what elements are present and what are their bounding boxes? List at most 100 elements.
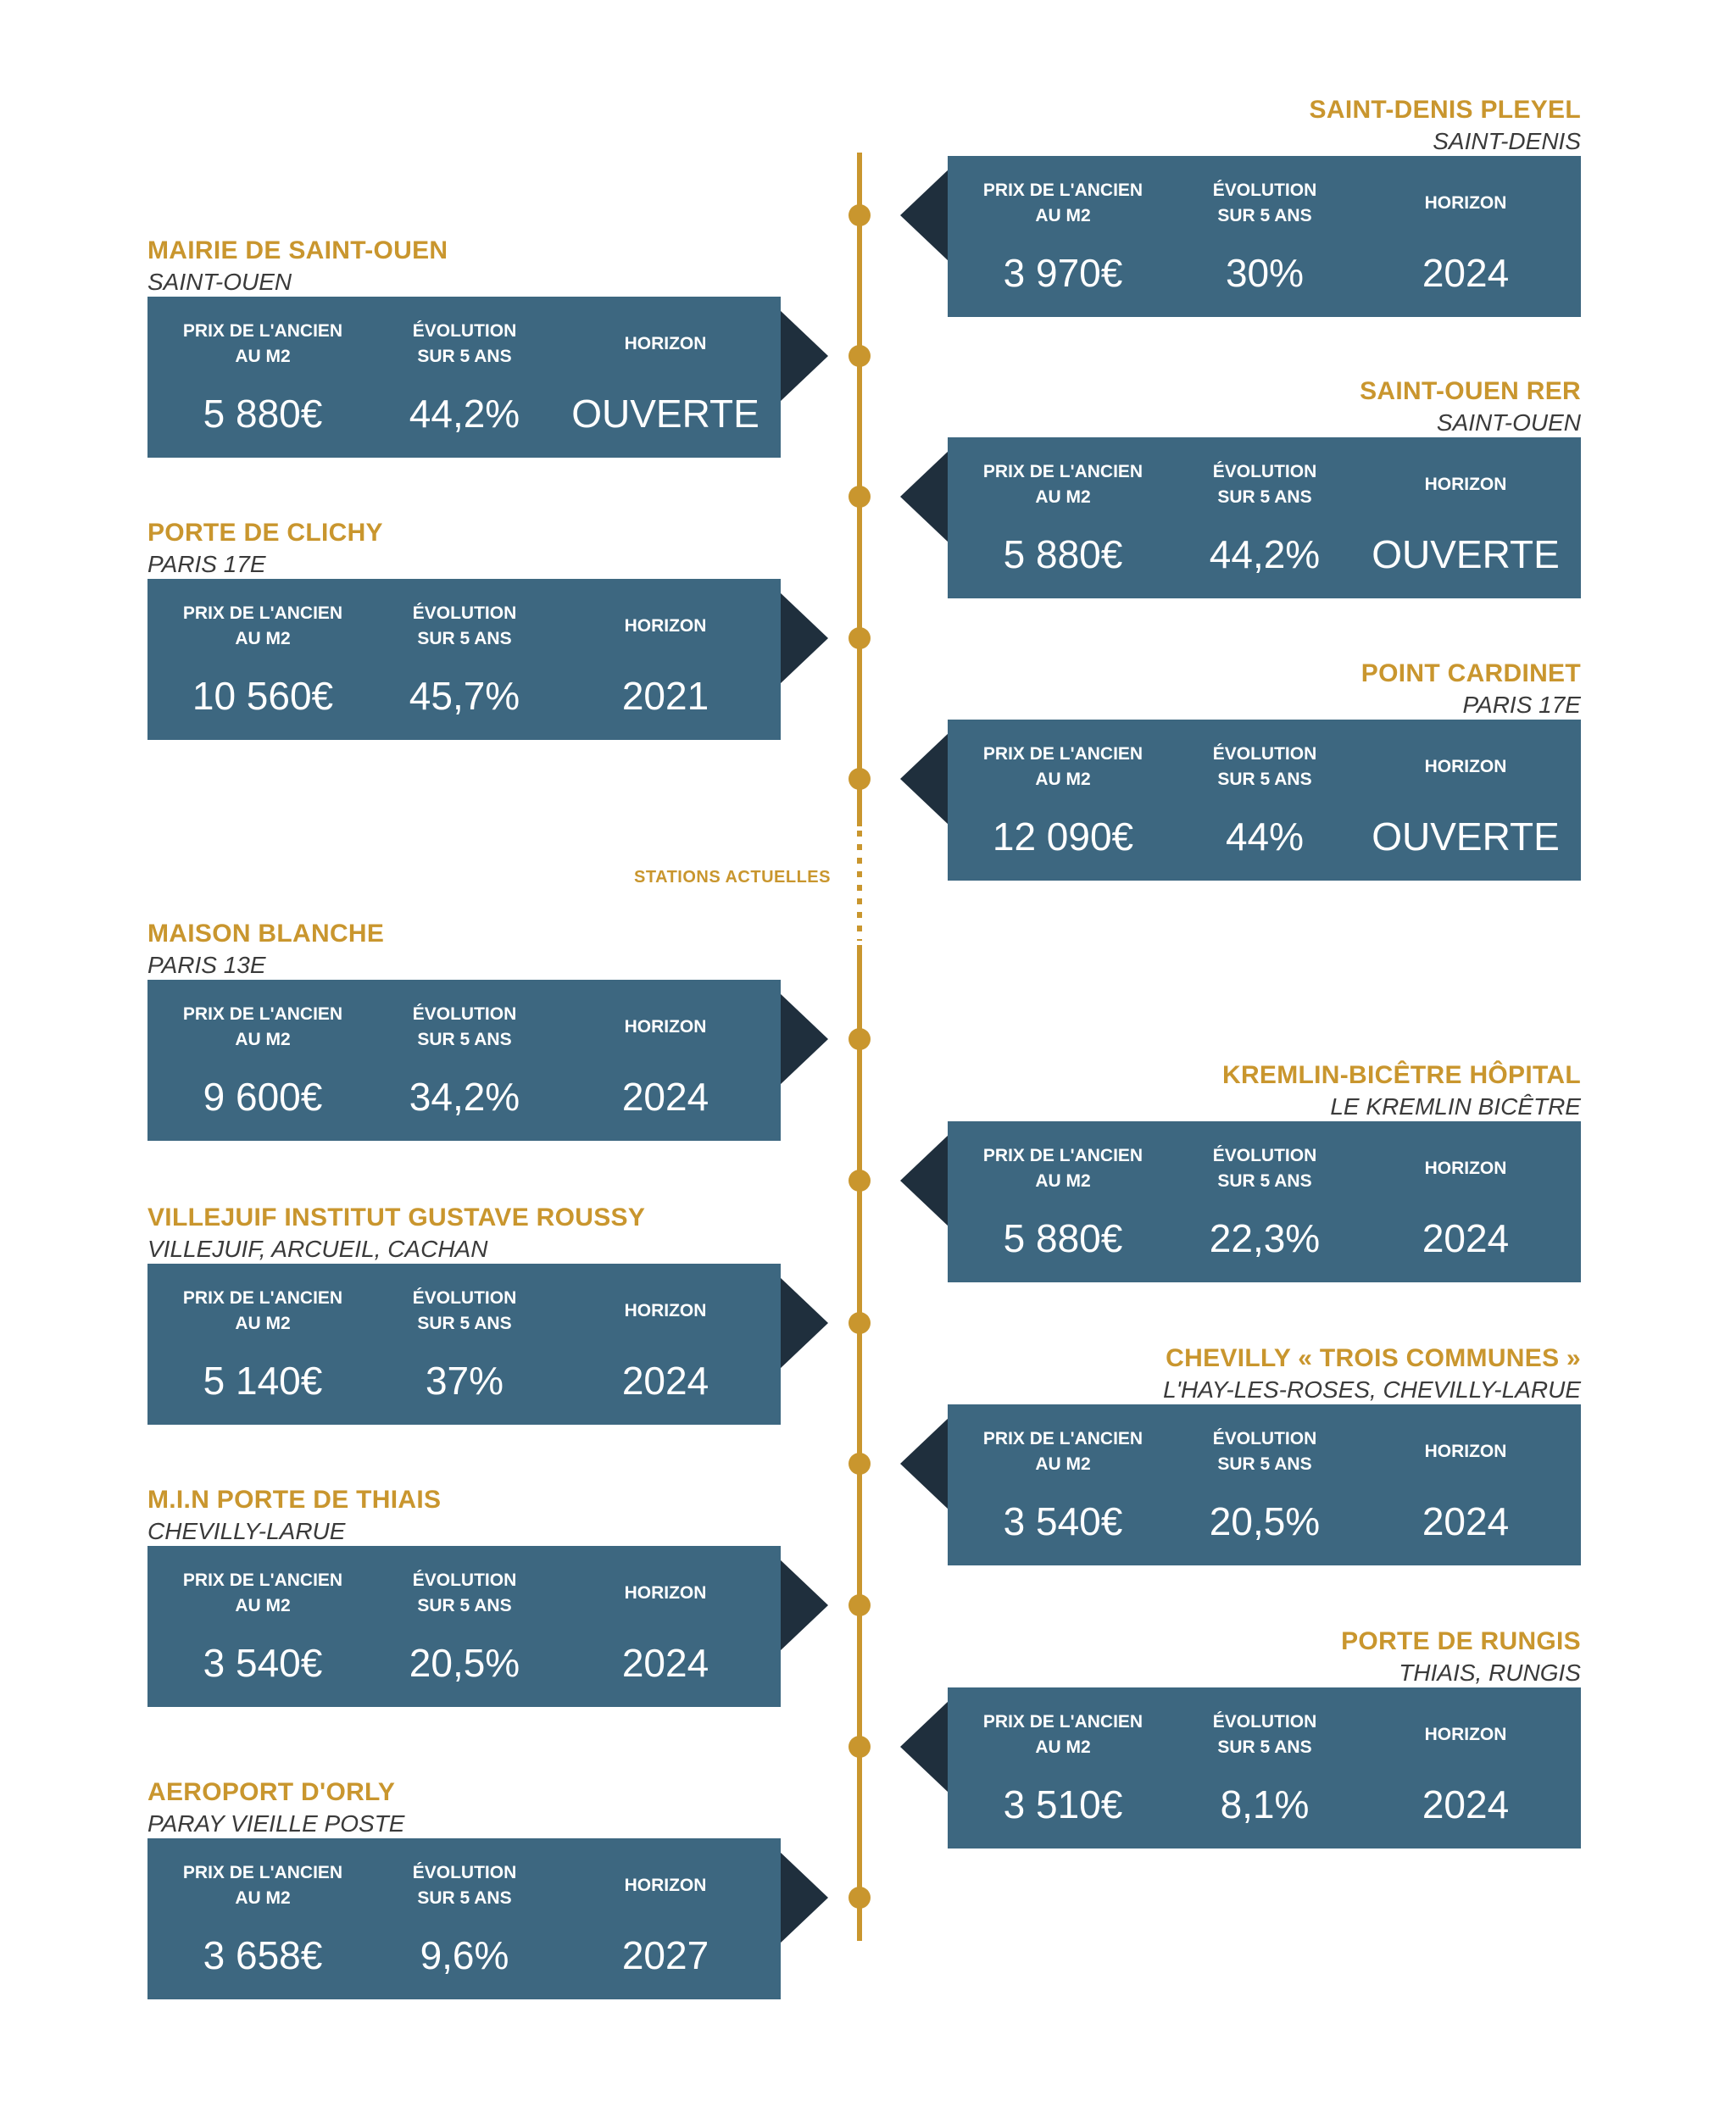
- station-card: PRIX DE L'ANCIEN AU M2 5 880€ ÉVOLUTION SU…: [948, 437, 1581, 598]
- evolution-label: ÉVOLUTION SUR 5 ANS: [412, 603, 517, 648]
- price-label: PRIX DE L'ANCIEN AU M2: [982, 744, 1143, 789]
- horizon-label: HORIZON: [624, 1301, 707, 1320]
- horizon-column: HORIZON OUVERTE: [564, 297, 767, 437]
- station-block: KREMLIN-BICÊTRE HÔPITAL LE KREMLIN BICÊTR…: [948, 1060, 1711, 1282]
- station-card: PRIX DE L'ANCIEN AU M2 3 970€ ÉVOLUTION SU…: [948, 156, 1581, 317]
- station-city: PARIS 17E: [1462, 692, 1581, 718]
- horizon-value: 2027: [621, 1933, 709, 1977]
- price-value: 3 658€: [203, 1933, 323, 1977]
- station-card: PRIX DE L'ANCIEN AU M2 12 090€ ÉVOLUTION S…: [948, 720, 1581, 881]
- station-block: SAINT-OUEN RER SAINT-OUEN PRIX DE L'ANCIEN…: [948, 376, 1711, 598]
- card-pointer-arrow: [779, 592, 828, 685]
- horizon-column: HORIZON 2027: [564, 1838, 767, 1979]
- horizon-value: 2024: [1422, 1782, 1510, 1826]
- station-block: MAISON BLANCHE PARIS 13E PRIX DE L'ANCIEN …: [147, 919, 910, 1141]
- price-value: 3 540€: [203, 1641, 323, 1685]
- station-block: M.I.N PORTE DE THIAIS CHEVILLY-LARUE PRIX …: [147, 1485, 910, 1707]
- station-card: PRIX DE L'ANCIEN AU M2 5 880€ ÉVOLUTION SU…: [147, 297, 781, 458]
- station-card: PRIX DE L'ANCIEN AU M2 3 510€ ÉVOLUTION SU…: [948, 1687, 1581, 1848]
- card-pointer-arrow: [779, 309, 828, 403]
- price-label: PRIX DE L'ANCIEN AU M2: [982, 1712, 1143, 1757]
- horizon-column: HORIZON OUVERTE: [1364, 720, 1567, 860]
- price-value: 5 880€: [203, 392, 323, 436]
- horizon-value: 2021: [621, 674, 709, 718]
- evolution-column: ÉVOLUTION SUR 5 ANS 20,5%: [363, 1546, 566, 1687]
- station-block: PORTE DE RUNGIS THIAIS, RUNGIS PRIX DE L'A…: [948, 1626, 1711, 1848]
- card-pointer-arrow: [779, 992, 828, 1086]
- horizon-label: HORIZON: [1424, 475, 1507, 494]
- price-value: 5 140€: [203, 1359, 323, 1403]
- card-pointer-arrow: [779, 1276, 828, 1370]
- price-value: 10 560€: [192, 674, 334, 718]
- station-city: THIAIS, RUNGIS: [1399, 1659, 1581, 1686]
- horizon-column: HORIZON OUVERTE: [1364, 437, 1567, 578]
- price-column: PRIX DE L'ANCIEN AU M2 3 540€: [161, 1546, 364, 1687]
- timeline-station-dot: [849, 768, 871, 790]
- horizon-value: 2024: [1422, 251, 1510, 295]
- station-card: PRIX DE L'ANCIEN AU M2 5 140€ ÉVOLUTION SU…: [147, 1264, 781, 1425]
- horizon-value: 2024: [621, 1641, 709, 1685]
- timeline-station-dot: [849, 1312, 871, 1334]
- horizon-column: HORIZON 2024: [1364, 1687, 1567, 1828]
- price-column: PRIX DE L'ANCIEN AU M2 3 510€: [961, 1687, 1165, 1828]
- station-block: POINT CARDINET PARIS 17E PRIX DE L'ANCIEN …: [948, 659, 1711, 881]
- price-column: PRIX DE L'ANCIEN AU M2 10 560€: [161, 579, 364, 720]
- station-card: PRIX DE L'ANCIEN AU M2 10 560€ ÉVOLUTION S…: [147, 579, 781, 740]
- card-pointer-arrow: [900, 732, 949, 826]
- evolution-column: ÉVOLUTION SUR 5 ANS 30%: [1163, 156, 1366, 297]
- station-block: MAIRIE DE SAINT-OUEN SAINT-OUEN PRIX DE L'…: [147, 236, 910, 458]
- price-label: PRIX DE L'ANCIEN AU M2: [182, 1571, 343, 1615]
- station-name: CHEVILLY « TROIS COMMUNES »: [1166, 1344, 1581, 1372]
- evolution-label: ÉVOLUTION SUR 5 ANS: [1212, 1429, 1317, 1474]
- evolution-column: ÉVOLUTION SUR 5 ANS 44%: [1163, 720, 1366, 860]
- horizon-value: OUVERTE: [1372, 532, 1560, 576]
- evolution-column: ÉVOLUTION SUR 5 ANS 44,2%: [1163, 437, 1366, 578]
- card-pointer-arrow: [900, 1700, 949, 1793]
- timeline-station-dot: [849, 1736, 871, 1758]
- evolution-label: ÉVOLUTION SUR 5 ANS: [412, 1863, 517, 1908]
- station-block: SAINT-DENIS PLEYEL SAINT-DENIS PRIX DE L'A…: [948, 95, 1711, 317]
- price-column: PRIX DE L'ANCIEN AU M2 9 600€: [161, 980, 364, 1120]
- horizon-label: HORIZON: [624, 1876, 707, 1895]
- price-value: 3 970€: [1003, 251, 1123, 295]
- station-name: VILLEJUIF INSTITUT GUSTAVE ROUSSY: [147, 1204, 646, 1231]
- station-name: M.I.N PORTE DE THIAIS: [147, 1486, 442, 1514]
- timeline-station-dot: [849, 1170, 871, 1192]
- evolution-label: ÉVOLUTION SUR 5 ANS: [1212, 1146, 1317, 1191]
- timeline-station-dot: [849, 1453, 871, 1475]
- station-city: SAINT-OUEN: [147, 269, 292, 295]
- price-column: PRIX DE L'ANCIEN AU M2 5 880€: [961, 1121, 1165, 1262]
- station-city: PARIS 17E: [147, 551, 266, 577]
- evolution-label: ÉVOLUTION SUR 5 ANS: [412, 321, 517, 366]
- price-label: PRIX DE L'ANCIEN AU M2: [982, 1429, 1143, 1474]
- station-name: PORTE DE CLICHY: [147, 519, 383, 547]
- timeline-station-dot: [849, 486, 871, 508]
- station-card: PRIX DE L'ANCIEN AU M2 3 540€ ÉVOLUTION SU…: [147, 1546, 781, 1707]
- evolution-value: 22,3%: [1209, 1216, 1321, 1260]
- station-city: SAINT-OUEN: [1436, 409, 1581, 436]
- evolution-value: 34,2%: [409, 1075, 520, 1119]
- station-name: KREMLIN-BICÊTRE HÔPITAL: [1222, 1061, 1581, 1089]
- timeline-station-dot: [849, 345, 871, 367]
- timeline-station-dot: [849, 204, 871, 226]
- price-column: PRIX DE L'ANCIEN AU M2 5 140€: [161, 1264, 364, 1404]
- evolution-label: ÉVOLUTION SUR 5 ANS: [1212, 181, 1317, 225]
- evolution-value: 44%: [1225, 814, 1305, 859]
- station-block: AEROPORT D'ORLY PARAY VIEILLE POSTE PRIX D…: [147, 1777, 910, 1999]
- price-column: PRIX DE L'ANCIEN AU M2 5 880€: [161, 297, 364, 437]
- timeline-station-dot: [849, 627, 871, 649]
- station-city: LE KREMLIN BICÊTRE: [1330, 1093, 1581, 1120]
- card-pointer-arrow: [900, 169, 949, 262]
- evolution-label: ÉVOLUTION SUR 5 ANS: [412, 1571, 517, 1615]
- price-value: 12 090€: [992, 814, 1134, 859]
- horizon-value: OUVERTE: [1372, 814, 1560, 859]
- evolution-value: 8,1%: [1220, 1782, 1310, 1826]
- price-column: PRIX DE L'ANCIEN AU M2 3 540€: [961, 1404, 1165, 1545]
- evolution-label: ÉVOLUTION SUR 5 ANS: [1212, 462, 1317, 507]
- station-block: CHEVILLY « TROIS COMMUNES » L'HAY-LES-ROS…: [948, 1343, 1711, 1565]
- horizon-label: HORIZON: [624, 1583, 707, 1603]
- horizon-value: OUVERTE: [571, 392, 760, 436]
- evolution-column: ÉVOLUTION SUR 5 ANS 9,6%: [363, 1838, 566, 1979]
- price-value: 5 880€: [1003, 532, 1123, 576]
